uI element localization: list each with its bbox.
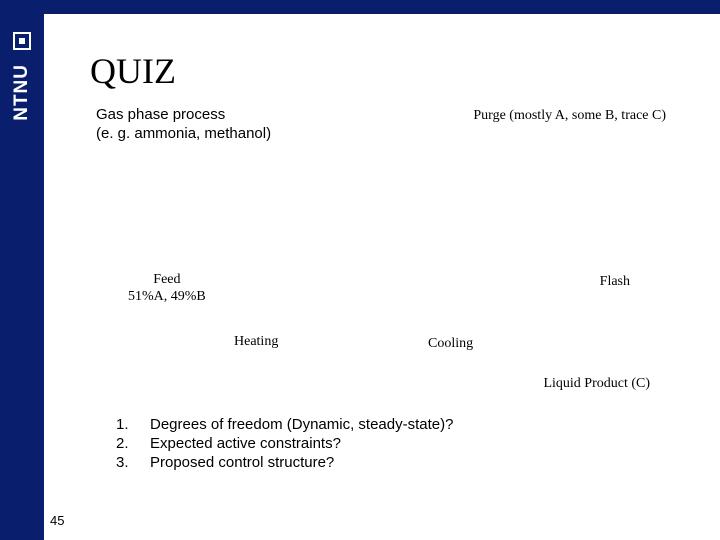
ntnu-logo-icon <box>13 32 31 50</box>
feed-line-2: 51%A, 49%B <box>128 289 206 306</box>
sidebar: NTNU <box>0 14 44 540</box>
liquid-product-label: Liquid Product (C) <box>543 376 650 392</box>
purge-label: Purge (mostly A, some B, trace C) <box>473 108 666 124</box>
question-number: 1. <box>116 416 150 433</box>
heating-label: Heating <box>234 334 278 350</box>
cooling-label: Cooling <box>428 336 473 352</box>
question-row: 2. Expected active constraints? <box>116 435 453 452</box>
questions-list: 1. Degrees of freedom (Dynamic, steady-s… <box>116 416 453 473</box>
question-number: 2. <box>116 435 150 452</box>
subtitle: Gas phase process (e. g. ammonia, methan… <box>96 106 271 144</box>
top-bar <box>0 0 720 14</box>
question-number: 3. <box>116 454 150 471</box>
question-text: Expected active constraints? <box>150 435 341 452</box>
question-text: Proposed control structure? <box>150 454 334 471</box>
content-area: QUIZ Gas phase process (e. g. ammonia, m… <box>44 14 720 540</box>
question-text: Degrees of freedom (Dynamic, steady-stat… <box>150 416 453 433</box>
slide: NTNU QUIZ Gas phase process (e. g. ammon… <box>0 0 720 540</box>
feed-label: Feed 51%A, 49%B <box>128 272 206 306</box>
ntnu-logo-inner <box>19 38 25 44</box>
question-row: 3. Proposed control structure? <box>116 454 453 471</box>
feed-line-1: Feed <box>128 272 206 289</box>
sidebar-org-label: NTNU <box>11 64 33 121</box>
question-row: 1. Degrees of freedom (Dynamic, steady-s… <box>116 416 453 433</box>
slide-title: QUIZ <box>90 50 176 92</box>
flash-label: Flash <box>600 274 630 290</box>
subtitle-line-2: (e. g. ammonia, methanol) <box>96 125 271 144</box>
slide-number: 45 <box>50 513 64 528</box>
subtitle-line-1: Gas phase process <box>96 106 271 125</box>
